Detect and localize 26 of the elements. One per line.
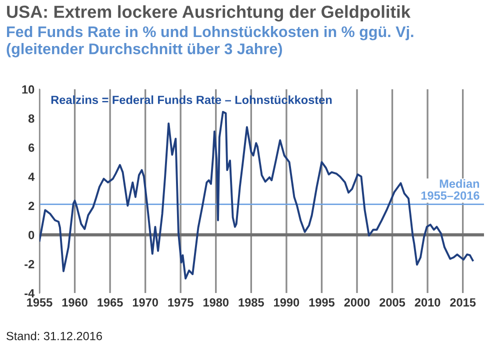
x-tick-label: 2010 — [414, 298, 440, 307]
x-tick-label: 1965 — [98, 298, 123, 307]
x-tick-label: 1960 — [62, 298, 88, 307]
y-tick-label: 10 — [22, 85, 34, 94]
chart-subtitle: Fed Funds Rate in % und Lohnstückkosten in % ggü. Vj. (gleitender Durchschnitt über 3 Jahre) — [6, 26, 414, 58]
x-tick-label: 1980 — [204, 298, 229, 307]
x-tick-label: 1975 — [168, 298, 194, 307]
ref-line-label: Median 1955–2016 — [421, 179, 480, 200]
x-tick-label: 1995 — [309, 298, 335, 307]
x-tick-label: 1985 — [238, 298, 264, 307]
x-tick-label: 1955 — [27, 298, 52, 307]
x-tick-label: 2005 — [380, 298, 406, 307]
x-tick-label: 2015 — [450, 298, 476, 307]
chart-title: USA: Extrem lockere Ausrichtung der Geldpolitik — [7, 5, 411, 22]
y-tick-label: -4 — [24, 289, 35, 298]
y-tick-label: 6 — [28, 144, 34, 152]
x-tick-label: 1970 — [132, 298, 158, 307]
y-tick-label: -2 — [24, 260, 34, 268]
x-tick-label: 2000 — [344, 298, 370, 307]
y-tick-label: 0 — [28, 230, 34, 240]
text: Stand: 31.12.2016 — [6, 332, 102, 340]
x-tick-label: 1990 — [274, 298, 300, 307]
annotation: Realzins = Federal Funds Rate – Lohnstückkosten — [51, 95, 332, 104]
y-tick-label: 2 — [28, 202, 34, 210]
y-tick-label: 8 — [28, 114, 34, 123]
y-tick-label: 4 — [28, 172, 35, 181]
